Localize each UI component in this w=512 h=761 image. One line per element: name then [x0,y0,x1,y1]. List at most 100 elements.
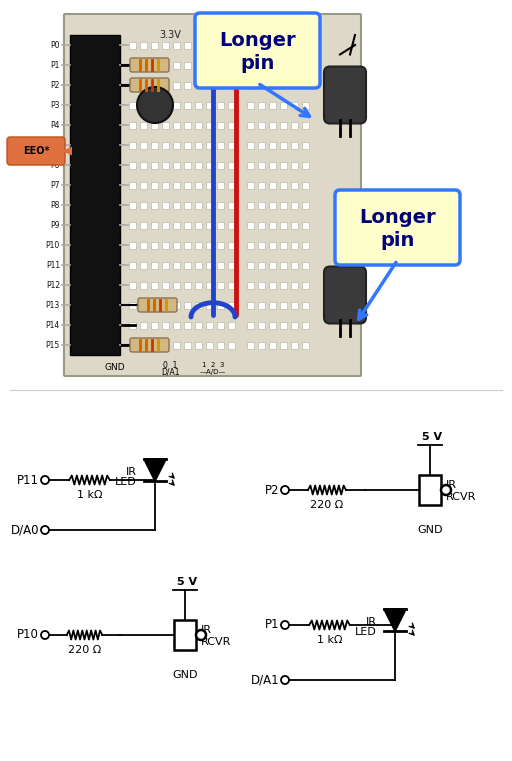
Bar [151,221,158,228]
Bar [151,42,158,49]
Bar [161,342,168,349]
Bar [217,81,224,88]
Bar [258,262,265,269]
Bar [151,202,158,209]
Text: P1: P1 [51,61,60,69]
Bar [290,241,297,249]
Bar [258,161,265,168]
Bar [217,282,224,288]
Bar [151,241,158,249]
Bar [161,142,168,148]
Bar [129,221,136,228]
FancyBboxPatch shape [138,298,177,312]
Bar [227,321,234,329]
Bar [195,301,202,308]
Bar [302,321,309,329]
Bar [183,282,190,288]
Text: 5 V: 5 V [422,432,442,442]
Bar [139,202,146,209]
Bar [227,142,234,148]
Text: RCVR: RCVR [446,492,476,502]
Bar [268,321,275,329]
Bar [173,101,180,109]
Bar [280,282,287,288]
Bar [280,301,287,308]
Bar [227,221,234,228]
Bar [205,202,212,209]
Bar [217,221,224,228]
Bar [258,42,265,49]
Bar [173,202,180,209]
Bar [258,62,265,68]
Bar [246,182,253,189]
Bar [183,142,190,148]
Bar [290,42,297,49]
Bar [183,221,190,228]
Text: P12: P12 [46,281,60,289]
Bar [183,62,190,68]
Bar [151,161,158,168]
Bar [173,241,180,249]
Bar [280,321,287,329]
Text: RCVR: RCVR [201,637,231,647]
Bar [246,62,253,68]
Bar [246,81,253,88]
Text: D/A1: D/A1 [250,673,279,686]
Text: P6: P6 [51,161,60,170]
FancyBboxPatch shape [324,66,366,123]
Bar [139,301,146,308]
Bar [268,202,275,209]
Bar [227,101,234,109]
Bar [173,321,180,329]
Bar [205,182,212,189]
Bar [268,81,275,88]
Bar [280,122,287,129]
Text: —A/D—: —A/D— [200,369,226,375]
Bar [302,142,309,148]
Bar [268,221,275,228]
Bar [280,221,287,228]
Bar [268,101,275,109]
Bar [302,42,309,49]
Bar [217,202,224,209]
Circle shape [41,631,49,639]
Bar [302,221,309,228]
Bar [129,321,136,329]
Text: 1 kΩ: 1 kΩ [317,635,342,645]
Bar [173,262,180,269]
Bar [183,321,190,329]
Bar [195,122,202,129]
Bar [151,122,158,129]
Bar [173,161,180,168]
Bar [139,142,146,148]
Bar [161,62,168,68]
Bar [246,202,253,209]
Bar [205,122,212,129]
Bar [227,241,234,249]
Bar [217,42,224,49]
Bar [139,62,146,68]
Bar [227,122,234,129]
Text: P14: P14 [46,320,60,330]
Text: 3.3V: 3.3V [159,30,181,40]
Text: EEO*: EEO* [23,146,49,156]
Bar [290,221,297,228]
Bar [139,282,146,288]
Bar [173,301,180,308]
Text: pin: pin [380,231,415,250]
Circle shape [441,485,451,495]
Bar [290,161,297,168]
Bar [246,42,253,49]
Bar [290,321,297,329]
Text: IR: IR [126,467,137,477]
FancyBboxPatch shape [195,13,320,88]
Bar [280,42,287,49]
Text: P2: P2 [265,483,279,496]
Bar [129,241,136,249]
Bar [161,202,168,209]
Bar [173,42,180,49]
Bar [139,241,146,249]
Bar [302,122,309,129]
Text: D/A0: D/A0 [11,524,39,537]
Bar [290,342,297,349]
